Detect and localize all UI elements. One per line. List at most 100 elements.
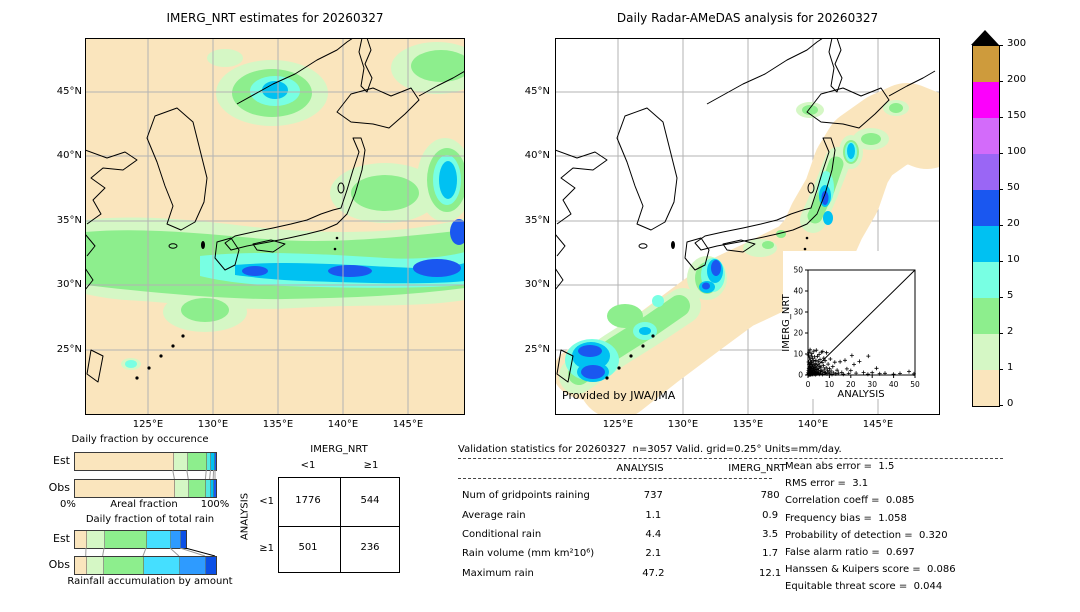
- totalrain-connectors: [85, 548, 216, 556]
- totalrain-xlabel: Rainfall accumulation by amount: [67, 576, 233, 587]
- bar-segment: [187, 453, 208, 470]
- validation-row: Average rain 1.1 0.9: [462, 509, 779, 521]
- bar-segment: [214, 480, 216, 497]
- validation-title: Validation statistics for 20260327 n=305…: [458, 444, 842, 455]
- score-line: Correlation coeff = 0.085: [785, 495, 915, 507]
- lat-label: 25°N: [524, 344, 550, 355]
- lat-label: 40°N: [524, 150, 550, 161]
- colorbar-tick-label: 2: [1007, 326, 1014, 337]
- svg-text:30: 30: [867, 380, 877, 389]
- colorbar-segment: [973, 82, 999, 118]
- scatter-inset: 0 10 20 30 40 50 0 10 20 30 40 50 ANALYSIS IMERG_N…: [781, 251, 939, 400]
- occurrence-x0: 0%: [60, 499, 76, 510]
- lon-label: 145°E: [862, 419, 894, 430]
- svg-text:40: 40: [889, 380, 899, 389]
- colorbar: [972, 45, 1000, 407]
- svg-text:50: 50: [910, 380, 920, 389]
- radar-amedas-map: 0 10 20 30 40 50 0 10 20 30 40 50 ANALYSIS IMERG_N…: [555, 38, 940, 415]
- validation-row: Conditional rain 4.4 3.5: [462, 528, 779, 540]
- colorbar-segment: [973, 370, 999, 406]
- dashed-rule: [458, 478, 772, 479]
- colorbar-tick-label: 10: [1007, 254, 1020, 265]
- bar-segment: [207, 453, 212, 470]
- bar-segment: [175, 480, 190, 497]
- occurrence-est-label: Est: [53, 454, 70, 467]
- lat-label: 35°N: [56, 215, 82, 226]
- score-list: Mean abs error = 1.5 RMS error = 3.1 Corre…: [785, 461, 1000, 599]
- svg-text:10: 10: [793, 350, 803, 359]
- colorbar-tick-label: 200: [1007, 74, 1027, 85]
- credit-text: Provided by JWA/JMA: [562, 389, 676, 402]
- totalrain-est-label: Est: [53, 532, 70, 545]
- lat-label: 25°N: [56, 344, 82, 355]
- occurrence-est-bar: [74, 452, 217, 471]
- score-line: Equitable threat score = 0.044: [785, 581, 943, 593]
- score-line: RMS error = 3.1: [785, 478, 869, 490]
- dashed-rule: [458, 458, 1003, 459]
- lon-label: 140°E: [797, 419, 829, 430]
- colorbar-segment: [973, 46, 999, 82]
- validation-col-imerg: IMERG_NRT: [728, 463, 786, 474]
- colorbar-segment: [973, 226, 999, 262]
- validation-col-analysis: ANALYSIS: [616, 463, 664, 474]
- score-line: Frequency bias = 1.058: [785, 512, 907, 524]
- colorbar-segment: [973, 262, 999, 298]
- svg-text:40: 40: [793, 287, 803, 296]
- bar-segment: [86, 531, 106, 548]
- totalrain-est-bar: [74, 530, 188, 549]
- contingency-value: 236: [360, 542, 380, 553]
- svg-text:20: 20: [846, 380, 856, 389]
- contingency-row-header: <1: [259, 496, 274, 507]
- score-line: Hanssen & Kuipers score = 0.086: [785, 564, 956, 576]
- validation-rows: Num of gridpoints raining 737 780 Average r…: [462, 486, 802, 583]
- score-line: Mean abs error = 1.5: [785, 461, 895, 472]
- occurrence-x1: 100%: [200, 499, 230, 510]
- svg-text:20: 20: [793, 329, 803, 338]
- validation-row: Maximum rain 47.2 12.1: [462, 567, 782, 579]
- contingency-col-title: IMERG_NRT: [310, 444, 368, 455]
- score-line: False alarm ratio = 0.697: [785, 546, 915, 558]
- colorbar-tick-label: 300: [1007, 38, 1027, 49]
- contingency-row-header: ≥1: [259, 543, 274, 554]
- colorbar-segment: [973, 154, 999, 190]
- inset-x-ticks: 0 10 20 30 40 50: [806, 375, 920, 389]
- bar-segment: [181, 531, 187, 548]
- occurrence-chart-title: Daily fraction by occurence: [71, 434, 209, 445]
- totalrain-obs-bar: [74, 556, 217, 575]
- occurrence-obs-label: Obs: [48, 481, 70, 494]
- bar-segment: [171, 531, 182, 548]
- validation-row: Rain volume (mm km²10⁶) 2.1 1.7: [462, 548, 779, 560]
- bar-segment: [205, 557, 216, 574]
- occurrence-obs-bar: [74, 479, 217, 498]
- lat-label: 30°N: [56, 279, 82, 290]
- svg-text:0: 0: [806, 380, 811, 389]
- lon-label: 125°E: [602, 419, 634, 430]
- lon-label: 130°E: [197, 419, 229, 430]
- colorbar-segment: [973, 334, 999, 370]
- validation-row: Num of gridpoints raining 737 780: [462, 490, 780, 502]
- contingency-col-header: ≥1: [363, 460, 379, 471]
- right-map-title: Daily Radar-AMeDAS analysis for 20260327: [616, 11, 879, 25]
- inset-y-ticks: 0 10 20 30 40 50: [793, 266, 808, 380]
- left-map-title: IMERG_NRT estimates for 20260327: [166, 11, 384, 25]
- lat-label: 40°N: [56, 150, 82, 161]
- contingency-value: 501: [298, 542, 318, 553]
- bar-segment: [103, 557, 144, 574]
- lon-label: 135°E: [732, 419, 764, 430]
- inset-xlabel: ANALYSIS: [837, 389, 884, 400]
- bar-segment: [179, 557, 206, 574]
- bar-segment: [86, 557, 104, 574]
- colorbar-tick-label: 20: [1007, 218, 1020, 229]
- colorbar-tick-label: 50: [1007, 182, 1020, 193]
- colorbar-tick-label: 0: [1007, 398, 1014, 409]
- contingency-row-title: ANALYSIS: [239, 492, 251, 541]
- bar-segment: [211, 453, 215, 470]
- lat-label: 35°N: [524, 215, 550, 226]
- lon-label: 130°E: [667, 419, 699, 430]
- colorbar-tick-labels: 300 200 150 100 50 20 10 5 2 1 0: [999, 38, 1039, 409]
- svg-text:50: 50: [793, 266, 803, 275]
- radar-rain-shading: [559, 100, 909, 394]
- svg-text:10: 10: [825, 380, 835, 389]
- svg-text:30: 30: [793, 308, 803, 317]
